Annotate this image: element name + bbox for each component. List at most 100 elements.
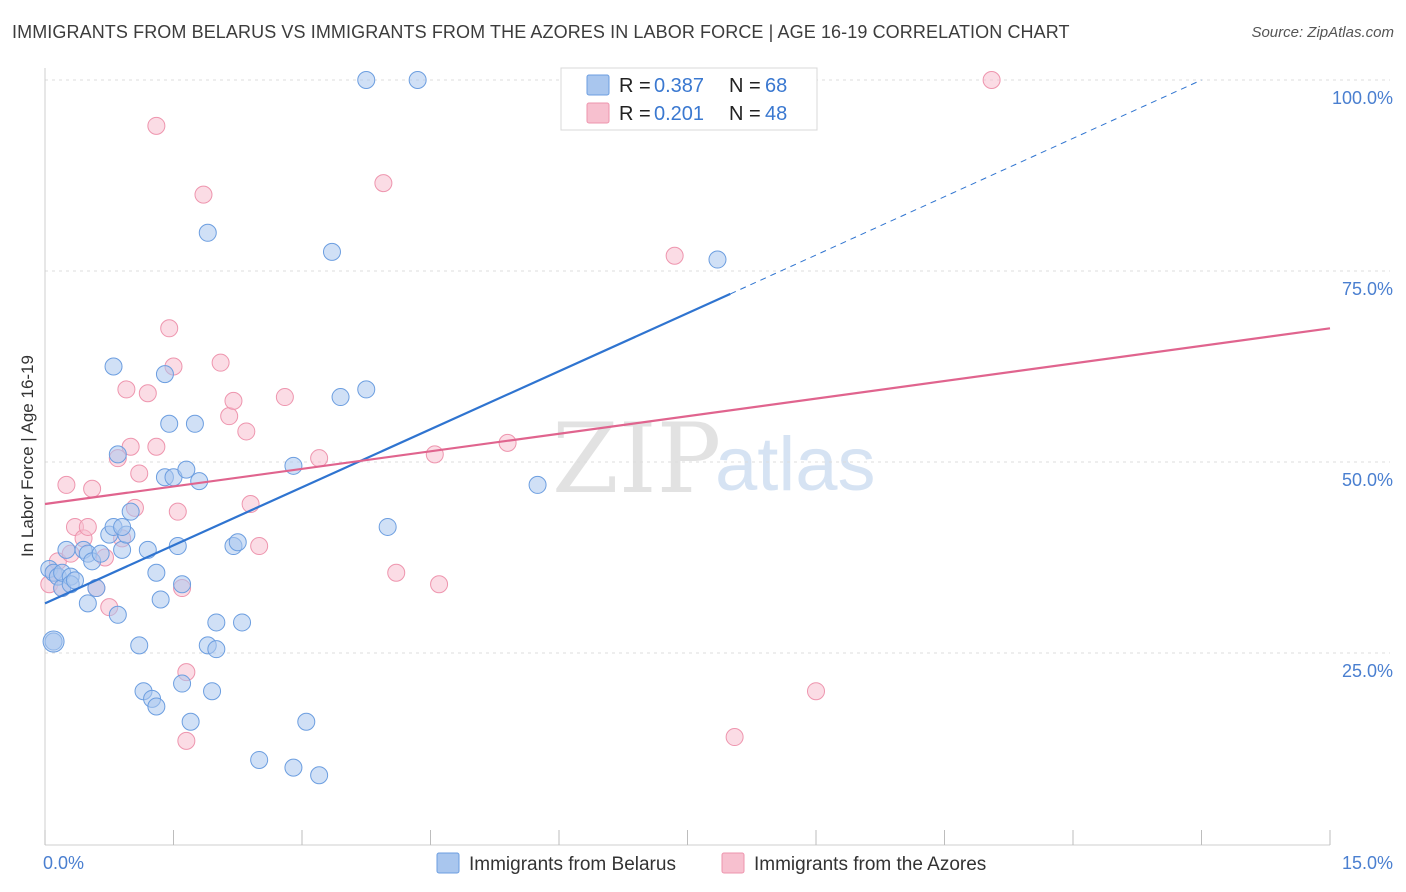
azores-point-28 — [194, 185, 213, 204]
belarus-point-62 — [528, 475, 547, 494]
azores-point-42 — [665, 246, 684, 265]
belarus-point-57 — [331, 388, 350, 407]
belarus-point-18 — [108, 605, 127, 624]
belarus-point-44 — [198, 223, 217, 242]
azores-point-38 — [387, 563, 406, 582]
legend-r-value-belarus: 0.387 — [654, 75, 704, 97]
azores-point-4 — [57, 475, 76, 494]
belarus-point-40 — [181, 712, 200, 731]
azores-point-43 — [725, 728, 744, 747]
belarus-point-33 — [160, 414, 179, 433]
y-axis-label: In Labor Force | Age 16-19 — [18, 355, 37, 557]
belarus-point-30 — [104, 357, 123, 376]
azores-point-24 — [168, 502, 187, 521]
gridlines — [45, 79, 1390, 654]
bottom-legend-label-azores: Immigrants from the Azores — [754, 854, 986, 875]
belarus-point-54 — [297, 712, 316, 731]
azores-point-36 — [310, 449, 329, 468]
belarus-point-6 — [57, 540, 76, 559]
tick-labels: 25.0% 50.0% 75.0% 100.0% 0.0% 15.0% — [43, 88, 1393, 873]
belarus-point-58 — [357, 380, 376, 399]
azores-point-15 — [117, 380, 136, 399]
belarus-point-51 — [250, 750, 269, 769]
azores-point-35 — [275, 388, 294, 407]
belarus-trend-extension — [730, 79, 1202, 295]
belarus-point-60 — [378, 517, 397, 536]
legend-swatch-azores — [586, 102, 610, 124]
x-tick-label-min: 0.0% — [43, 853, 84, 873]
legend-box: R = 0.387 N = 68 R = 0.201 N = 48 — [560, 67, 818, 131]
azores-point-9 — [83, 479, 102, 498]
legend-r-label-belarus: R = — [619, 75, 651, 97]
y-tick-label-25: 25.0% — [1342, 661, 1393, 681]
belarus-point-41 — [185, 414, 204, 433]
belarus-point-21 — [113, 517, 132, 536]
belarus-point-61 — [408, 71, 427, 89]
azores-point-32 — [237, 422, 256, 441]
azores-series-points — [40, 71, 1001, 750]
legend-n-label-azores: N = — [729, 103, 761, 125]
azores-point-29 — [211, 353, 230, 372]
bottom-legend-label-belarus: Immigrants from Belarus — [469, 854, 676, 875]
belarus-point-49 — [228, 533, 247, 552]
azores-point-41 — [498, 433, 517, 452]
belarus-point-15 — [91, 544, 110, 563]
belarus-point-55 — [310, 766, 329, 785]
azores-point-22 — [160, 319, 179, 338]
x-tick-label-max: 15.0% — [1342, 853, 1393, 873]
y-tick-label-50: 50.0% — [1342, 470, 1393, 490]
source-label: Source: ZipAtlas.com — [1251, 24, 1394, 41]
belarus-point-large — [42, 630, 65, 653]
chart-title: IMMIGRANTS FROM BELARUS VS IMMIGRANTS FR… — [12, 22, 1070, 42]
belarus-point-56 — [322, 242, 341, 261]
belarus-point-39 — [177, 460, 196, 479]
azores-point-26 — [177, 731, 196, 750]
azores-point-39 — [425, 445, 444, 464]
azores-point-40 — [430, 575, 449, 594]
belarus-point-45 — [203, 682, 222, 701]
belarus-point-23 — [130, 636, 149, 655]
belarus-point-46 — [207, 640, 226, 659]
azores-point-20 — [147, 116, 166, 135]
bottom-legend: Immigrants from Belarus Immigrants from … — [436, 852, 986, 875]
azores-point-8 — [78, 517, 97, 536]
belarus-trend-line — [44, 292, 731, 605]
azores-point-30 — [220, 407, 239, 426]
belarus-point-34 — [155, 365, 174, 384]
legend-n-value-azores: 48 — [765, 103, 787, 125]
azores-trend-line — [44, 327, 1331, 506]
azores-point-34 — [250, 537, 269, 556]
belarus-point-59 — [357, 71, 376, 89]
legend-r-label-azores: R = — [619, 103, 651, 125]
azores-point-45 — [982, 71, 1001, 89]
belarus-point-37 — [173, 575, 192, 594]
belarus-point-19 — [113, 540, 132, 559]
watermark-zip: ZIP — [552, 403, 721, 515]
belarus-point-63 — [708, 250, 727, 269]
belarus-point-50 — [233, 613, 252, 632]
azores-point-19 — [138, 384, 157, 403]
trend-lines — [44, 79, 1331, 605]
azores-point-37 — [374, 174, 393, 193]
bottom-legend-swatch-belarus — [436, 852, 460, 874]
belarus-point-11 — [78, 594, 97, 613]
azores-point-18 — [130, 464, 149, 483]
belarus-point-28 — [147, 563, 166, 582]
y-tick-label-75: 75.0% — [1342, 279, 1393, 299]
legend-swatch-belarus — [586, 74, 610, 96]
azores-point-44 — [807, 682, 825, 701]
y-tick-label-100: 100.0% — [1332, 88, 1393, 108]
azores-point-21 — [147, 437, 166, 456]
belarus-point-27 — [147, 697, 166, 716]
belarus-point-52 — [284, 758, 303, 777]
belarus-point-38 — [173, 674, 192, 693]
bottom-legend-swatch-azores — [721, 852, 745, 874]
legend-n-value-belarus: 68 — [765, 75, 787, 97]
belarus-point-47 — [207, 613, 226, 632]
azores-point-31 — [224, 391, 243, 410]
belarus-series-points — [40, 71, 727, 785]
legend-r-value-azores: 0.201 — [654, 103, 704, 125]
belarus-point-22 — [121, 502, 140, 521]
belarus-point-31 — [108, 445, 127, 464]
